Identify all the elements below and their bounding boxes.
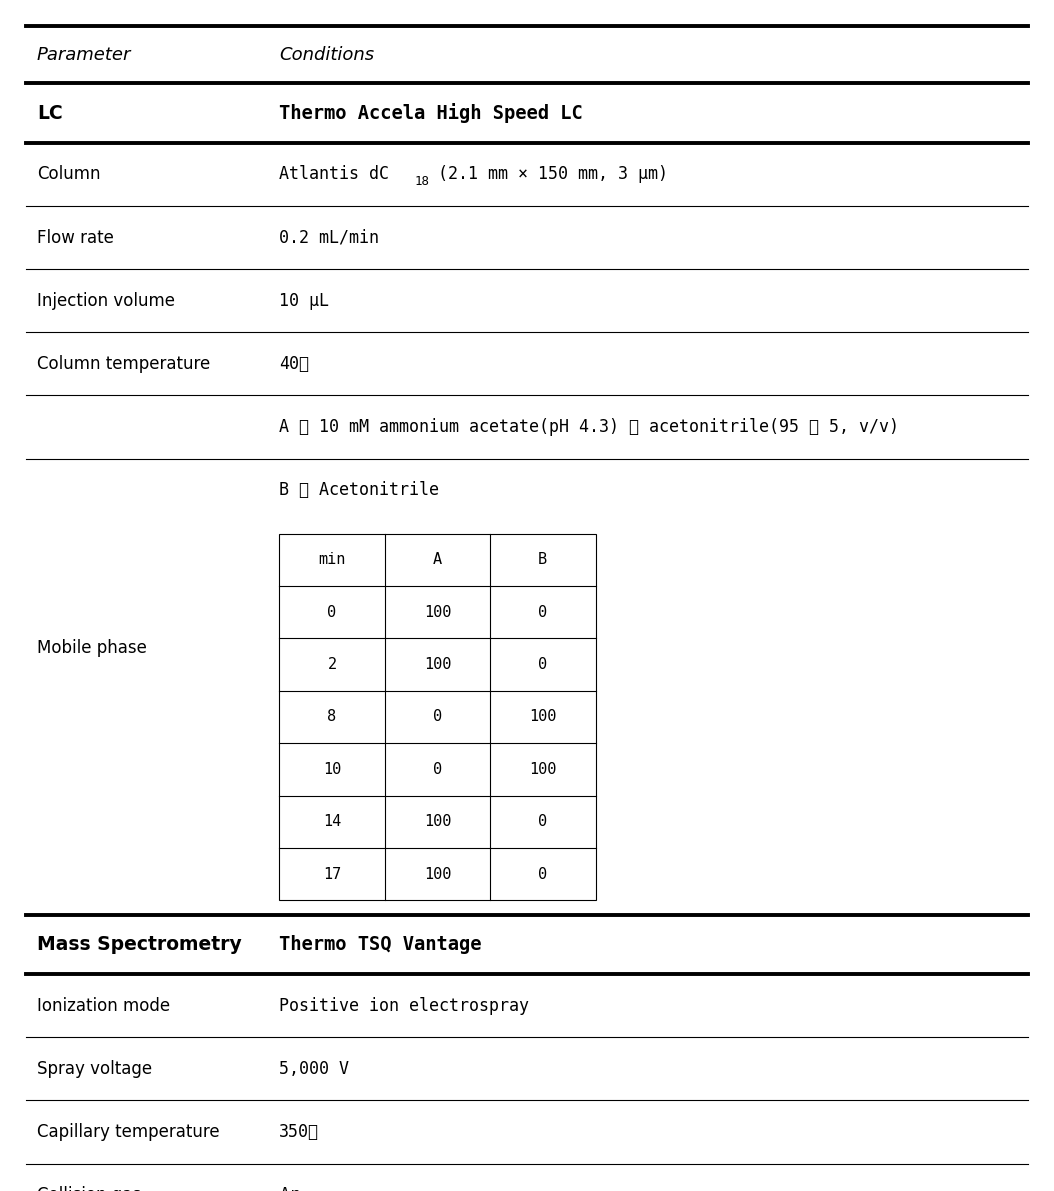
Text: Ionization mode: Ionization mode <box>37 997 170 1015</box>
Text: 18: 18 <box>414 175 429 188</box>
Text: Mobile phase: Mobile phase <box>37 638 147 657</box>
Text: LC: LC <box>37 104 62 123</box>
Text: 0: 0 <box>433 710 442 724</box>
Text: Collision gas: Collision gas <box>37 1186 141 1191</box>
Text: Flow rate: Flow rate <box>37 229 114 247</box>
Text: 350℃: 350℃ <box>279 1123 319 1141</box>
Text: 5,000 V: 5,000 V <box>279 1060 349 1078</box>
Text: (2.1 mm × 150 mm, 3 μm): (2.1 mm × 150 mm, 3 μm) <box>438 166 668 183</box>
Text: 17: 17 <box>323 867 341 881</box>
Text: 0: 0 <box>539 867 547 881</box>
Text: Conditions: Conditions <box>279 45 374 64</box>
Text: 0.2 mL/min: 0.2 mL/min <box>279 229 379 247</box>
Text: Ar: Ar <box>279 1186 299 1191</box>
Text: B ： Acetonitrile: B ： Acetonitrile <box>279 481 440 499</box>
Text: 100: 100 <box>424 657 451 672</box>
Text: Column: Column <box>37 166 100 183</box>
Bar <box>279 534 596 900</box>
Text: 100: 100 <box>424 815 451 829</box>
Text: 100: 100 <box>529 710 557 724</box>
Text: 2: 2 <box>328 657 336 672</box>
Text: B: B <box>539 553 547 567</box>
Text: 10 μL: 10 μL <box>279 292 329 310</box>
Text: 40℃: 40℃ <box>279 355 309 373</box>
Text: 10: 10 <box>323 762 341 777</box>
Text: 0: 0 <box>328 605 336 619</box>
Text: Spray voltage: Spray voltage <box>37 1060 152 1078</box>
Text: A: A <box>433 553 442 567</box>
Text: 100: 100 <box>424 867 451 881</box>
Text: Column temperature: Column temperature <box>37 355 210 373</box>
Text: Capillary temperature: Capillary temperature <box>37 1123 219 1141</box>
Bar <box>279 534 596 586</box>
Text: 0: 0 <box>539 815 547 829</box>
Text: Injection volume: Injection volume <box>37 292 175 310</box>
Text: Positive ion electrospray: Positive ion electrospray <box>279 997 529 1015</box>
Text: 100: 100 <box>529 762 557 777</box>
Text: 0: 0 <box>433 762 442 777</box>
Text: 100: 100 <box>424 605 451 619</box>
Text: Mass Spectrometry: Mass Spectrometry <box>37 935 241 954</box>
Text: Atlantis dC: Atlantis dC <box>279 166 389 183</box>
Text: A ： 10 mM ammonium acetate(pH 4.3) ： acetonitrile(95 ： 5, v/v): A ： 10 mM ammonium acetate(pH 4.3) ： ace… <box>279 418 899 436</box>
Text: Thermo TSQ Vantage: Thermo TSQ Vantage <box>279 935 482 954</box>
Text: 0: 0 <box>539 605 547 619</box>
Text: min: min <box>318 553 346 567</box>
Text: 8: 8 <box>328 710 336 724</box>
Text: 0: 0 <box>539 657 547 672</box>
Text: Parameter: Parameter <box>37 45 132 64</box>
Text: 14: 14 <box>323 815 341 829</box>
Text: Thermo Accela High Speed LC: Thermo Accela High Speed LC <box>279 104 583 123</box>
